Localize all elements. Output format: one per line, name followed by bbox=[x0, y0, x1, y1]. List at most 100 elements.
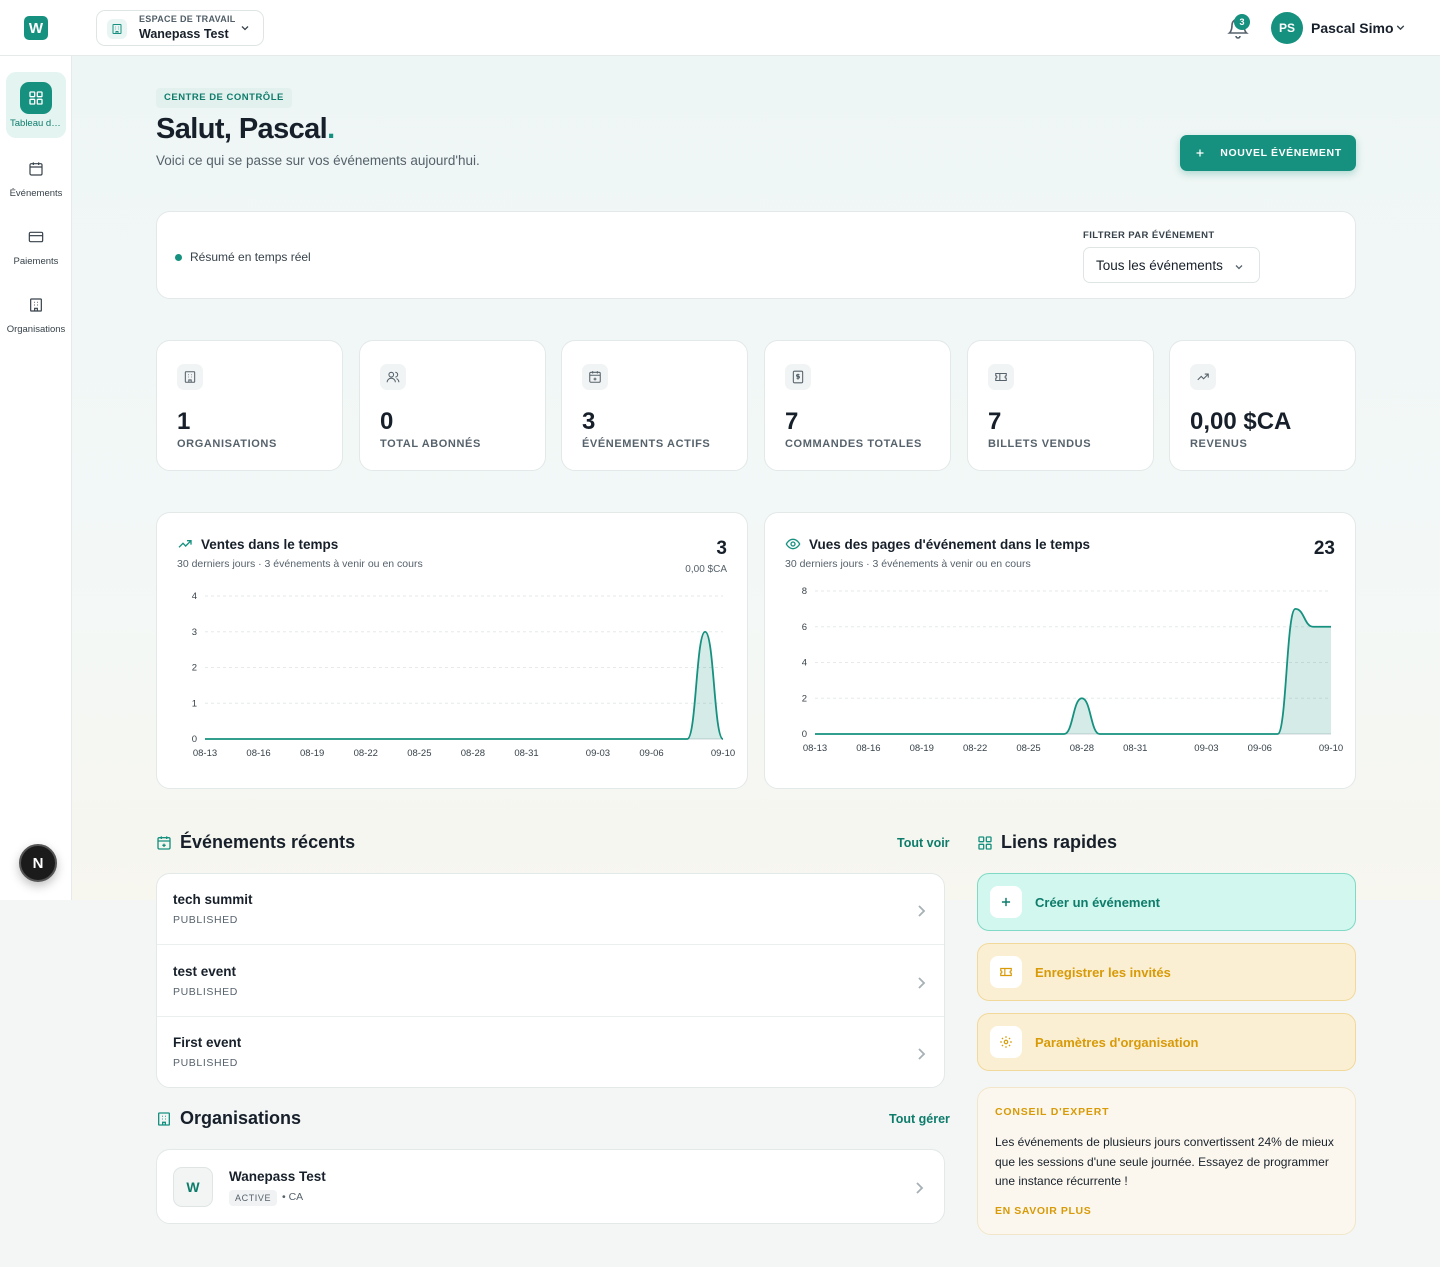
plus-icon bbox=[1196, 149, 1204, 157]
x-tick-label: 08-16 bbox=[246, 748, 270, 759]
sales-chart: 0 1 2 3 4 08-13 08-16 08-19 08-22 08-25 08-28 08-31… bbox=[156, 512, 748, 789]
chart-subtitle: 30 derniers jours · 3 événements à venir… bbox=[177, 558, 423, 570]
x-tick-label: 08-25 bbox=[407, 748, 431, 759]
event-status: PUBLISHED bbox=[173, 914, 238, 926]
ticket-icon bbox=[990, 956, 1022, 988]
trend-up-icon bbox=[178, 540, 192, 548]
event-filter-value: Tous les événements bbox=[1096, 258, 1223, 273]
stat-card-active-events: 3 ÉVÉNEMENTS ACTIFS bbox=[561, 340, 748, 471]
page-views-chart-plot: 0 2 4 6 8 08-13 08-16 08-19 08-22 08-25 08-28 08-31… bbox=[802, 586, 1343, 754]
sidebar-item-payments[interactable]: Paiements bbox=[0, 222, 72, 267]
quick-link-register-guests[interactable]: Enregistrer les invités bbox=[977, 943, 1356, 1001]
x-tick-label: 08-31 bbox=[514, 748, 538, 759]
series-line bbox=[205, 630, 724, 740]
learn-more-link[interactable]: EN SAVOIR PLUS bbox=[995, 1205, 1092, 1217]
calendar-icon bbox=[21, 154, 51, 184]
live-summary-label: Résumé en temps réel bbox=[190, 250, 311, 264]
eye-icon bbox=[785, 538, 801, 550]
list-item[interactable]: test event PUBLISHED bbox=[157, 946, 944, 1017]
list-item[interactable]: tech summit PUBLISHED bbox=[157, 874, 944, 945]
x-tick-label: 08-22 bbox=[963, 743, 987, 754]
y-tick-label: 8 bbox=[802, 586, 807, 597]
quick-link-label: Créer un événement bbox=[1035, 894, 1160, 910]
view-all-link[interactable]: Tout voir bbox=[897, 836, 950, 850]
workspace-switcher[interactable]: ESPACE DE TRAVAIL Wanepass Test bbox=[96, 10, 264, 46]
y-tick-label: 0 bbox=[192, 734, 197, 745]
event-name: First event bbox=[173, 1035, 242, 1050]
greeting-dot: . bbox=[327, 113, 335, 145]
chart-subtitle: 30 derniers jours · 3 événements à venir… bbox=[785, 558, 1031, 570]
greeting-text: Salut, Pascal bbox=[156, 113, 328, 145]
x-tick-label: 08-31 bbox=[1123, 743, 1147, 754]
page-subtitle: Voici ce qui se passe sur vos événements… bbox=[156, 153, 480, 168]
organisation-card[interactable]: W Wanepass Test ACTIVE • CA bbox=[156, 1149, 945, 1224]
quick-link-create-event[interactable]: Créer un événement bbox=[977, 873, 1356, 931]
stat-label: ORGANISATIONS bbox=[177, 438, 277, 450]
filter-caption: FILTRER PAR ÉVÉNEMENT bbox=[1083, 230, 1215, 241]
dashboard-icon bbox=[20, 82, 52, 114]
avatar[interactable]: PS bbox=[1271, 12, 1303, 44]
x-tick-label: 08-28 bbox=[1070, 743, 1094, 754]
manage-all-link[interactable]: Tout gérer bbox=[889, 1112, 950, 1126]
chart-title-text: Vues des pages d'événement dans le temps bbox=[809, 536, 1091, 552]
calendar-plus-icon bbox=[157, 835, 171, 850]
user-name[interactable]: Pascal Simo bbox=[1311, 20, 1394, 36]
users-icon bbox=[380, 364, 406, 390]
page-pill: CENTRE DE CONTRÔLE bbox=[156, 88, 292, 108]
dev-tools-button[interactable]: N bbox=[19, 844, 57, 882]
expert-tip-card: CONSEIL D'EXPERT Les événements de plusi… bbox=[977, 1087, 1356, 1235]
building-icon bbox=[21, 290, 51, 320]
quick-link-label: Enregistrer les invités bbox=[1035, 964, 1171, 980]
event-name: test event bbox=[173, 964, 237, 979]
chart-title: Ventes dans le temps bbox=[177, 536, 338, 552]
recent-events-heading: Événements récents bbox=[156, 832, 355, 853]
stat-label: ÉVÉNEMENTS ACTIFS bbox=[582, 438, 711, 450]
list-item[interactable]: First event PUBLISHED bbox=[157, 1017, 944, 1087]
status-badge: ACTIVE bbox=[229, 1190, 278, 1206]
tip-caption: CONSEIL D'EXPERT bbox=[995, 1106, 1110, 1118]
page-views-chart: 0 2 4 6 8 08-13 08-16 08-19 08-22 08-25 08-28 08-31… bbox=[764, 512, 1356, 789]
y-tick-label: 4 bbox=[802, 658, 807, 669]
gear-icon bbox=[990, 1026, 1022, 1058]
x-tick-label: 09-10 bbox=[1319, 743, 1343, 754]
x-tick-label: 08-25 bbox=[1016, 743, 1040, 754]
x-tick-label: 08-13 bbox=[193, 748, 217, 759]
sidebar-item-dashboard[interactable]: Tableau de bord bbox=[6, 72, 66, 138]
chevron-down-icon bbox=[1235, 265, 1243, 270]
stat-card-tickets: 7 BILLETS VENDUS bbox=[967, 340, 1154, 471]
plus-icon bbox=[990, 886, 1022, 918]
sidebar-item-label: Événements bbox=[9, 188, 63, 199]
ticket-icon bbox=[988, 364, 1014, 390]
series-area bbox=[205, 631, 723, 739]
app-logo[interactable]: W bbox=[24, 16, 48, 40]
new-event-button[interactable]: NOUVEL ÉVÉNEMENT bbox=[1180, 135, 1356, 171]
top-bar: W ESPACE DE TRAVAIL Wanepass Test 3 PS P… bbox=[0, 0, 1440, 56]
y-tick-label: 0 bbox=[802, 729, 807, 740]
quick-link-org-settings[interactable]: Paramètres d'organisation bbox=[977, 1013, 1356, 1071]
event-filter-select[interactable]: Tous les événements bbox=[1083, 247, 1260, 283]
stat-value: 7 bbox=[988, 408, 1002, 435]
y-tick-label: 1 bbox=[192, 698, 197, 709]
building-icon bbox=[177, 364, 203, 390]
sidebar-item-label: Paiements bbox=[13, 256, 59, 267]
chart-title: Vues des pages d'événement dans le temps bbox=[785, 536, 1090, 552]
building-icon bbox=[158, 1111, 170, 1126]
stat-label: COMMANDES TOTALES bbox=[785, 438, 922, 450]
series-line bbox=[815, 607, 1331, 735]
sidebar-item-events[interactable]: Événements bbox=[0, 154, 72, 199]
chevron-down-icon[interactable] bbox=[1394, 21, 1407, 34]
stat-value: 0,00 $CA bbox=[1190, 408, 1292, 435]
stat-label: TOTAL ABONNÉS bbox=[380, 438, 481, 450]
x-tick-label: 08-19 bbox=[300, 748, 324, 759]
sidebar-item-organisations[interactable]: Organisations bbox=[0, 290, 72, 335]
chart-total: 3 bbox=[716, 538, 727, 559]
x-tick-label: 09-06 bbox=[639, 748, 663, 759]
x-tick-label: 09-03 bbox=[586, 748, 610, 759]
x-tick-label: 08-16 bbox=[856, 743, 880, 754]
chart-title-text: Ventes dans le temps bbox=[201, 536, 339, 552]
sidebar-item-label: Tableau de bord bbox=[10, 118, 66, 129]
dashboard-icon bbox=[978, 835, 992, 850]
dollar-receipt-icon bbox=[785, 364, 811, 390]
organisations-heading: Organisations bbox=[156, 1108, 301, 1129]
page-title: Salut, Pascal. bbox=[156, 113, 335, 146]
